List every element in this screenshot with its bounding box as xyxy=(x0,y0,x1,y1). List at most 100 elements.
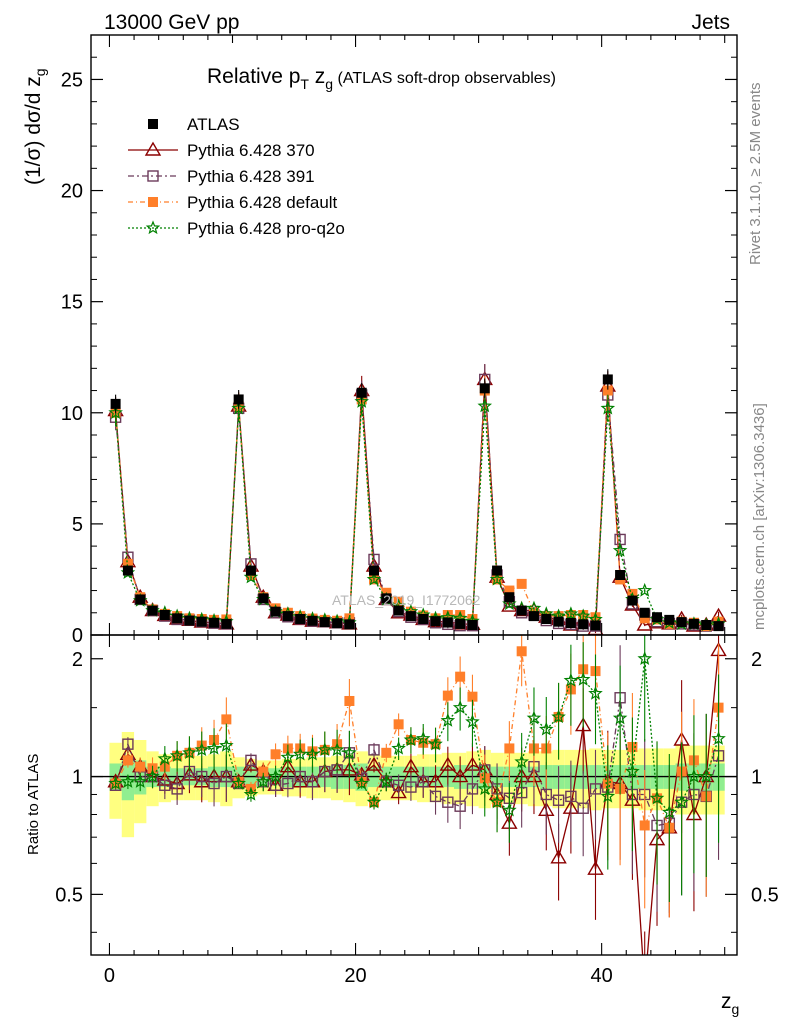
y-tick-label: 10 xyxy=(61,403,83,425)
ratio-point xyxy=(255,774,271,788)
legend: ATLAS Pythia 6.428 370 Pythia 6.428 391 Pyt… xyxy=(128,115,345,238)
rivet-label: Rivet 3.1.10, ≥ 2.5M events xyxy=(747,83,764,266)
data-point xyxy=(553,616,564,627)
main-series-layer xyxy=(107,364,727,635)
data-point xyxy=(122,558,133,569)
data-point xyxy=(108,405,123,419)
data-point xyxy=(701,620,712,630)
ratio-point xyxy=(429,790,442,803)
data-point xyxy=(122,565,133,576)
analysis-watermark: ATLAS_2019_I1772062 xyxy=(332,592,481,608)
ratio-point xyxy=(526,710,542,725)
ratio-point xyxy=(268,768,283,783)
ratio-point xyxy=(403,732,419,747)
ratio-point xyxy=(649,790,665,805)
ratio-point xyxy=(381,747,392,758)
data-point xyxy=(713,621,724,632)
data-point xyxy=(196,616,207,627)
ratio-series-pythia-6-428-pro-q2o xyxy=(108,635,726,903)
axis-ticks: 0 5 10 15 20 25 0 20 40 0.5 0.5 1 1 2 2 xyxy=(55,34,779,987)
data-point xyxy=(366,571,382,586)
data-point xyxy=(541,614,552,624)
data-point xyxy=(442,617,453,628)
data-point xyxy=(368,553,380,566)
ratio-point xyxy=(439,756,457,771)
ratio-series-pythia-6-428-370 xyxy=(107,635,727,992)
legend-marker xyxy=(148,197,158,207)
ratio-point xyxy=(625,763,640,778)
data-point xyxy=(307,615,318,626)
ratio-point xyxy=(502,802,517,817)
ratio-point xyxy=(282,777,294,790)
ratio-point xyxy=(711,730,726,745)
legend-entry: ATLAS xyxy=(148,115,240,134)
data-point xyxy=(110,398,121,409)
ratio-point xyxy=(182,745,197,760)
x-axis-label: zg xyxy=(721,990,739,1017)
x-tick-label: 0 xyxy=(104,965,115,987)
data-point xyxy=(295,614,306,624)
ratio-point xyxy=(135,761,146,772)
legend-label: Pythia 6.428 default xyxy=(187,193,338,212)
ratio-point xyxy=(108,775,123,790)
legend-marker xyxy=(144,141,162,156)
ratio-point xyxy=(698,768,714,783)
ratio-point xyxy=(122,738,134,750)
data-point xyxy=(381,593,392,604)
ratio-point xyxy=(638,980,652,992)
ratio-point xyxy=(354,775,369,790)
ratio-point xyxy=(194,742,210,757)
legend-label: ATLAS xyxy=(187,115,240,134)
ratio-point xyxy=(245,754,257,767)
data-point xyxy=(405,611,416,622)
ratio-point xyxy=(440,712,456,727)
ratio-point xyxy=(270,749,281,760)
ratio-point xyxy=(258,766,269,777)
ratio-point xyxy=(574,717,592,732)
ratio-point xyxy=(516,646,527,657)
ratio-point xyxy=(612,710,628,725)
ratio-point xyxy=(514,754,529,769)
data-point xyxy=(489,571,505,586)
ratio-point xyxy=(379,774,394,788)
ratio-point xyxy=(465,714,480,729)
ratio-point xyxy=(467,691,478,702)
data-point xyxy=(209,617,220,628)
data-point xyxy=(516,578,527,589)
ratio-point xyxy=(242,756,260,771)
x-tick-label: 20 xyxy=(344,965,366,987)
ratio-point xyxy=(637,651,652,665)
ratio-point xyxy=(368,744,380,756)
ratio-point xyxy=(552,794,565,806)
data-point xyxy=(332,618,343,629)
data-point xyxy=(676,617,687,628)
ratio-point xyxy=(294,770,306,783)
ratio-point xyxy=(157,751,173,766)
legend-marker xyxy=(147,170,159,182)
data-point xyxy=(231,400,246,415)
ratio-y-axis-label: Ratio to ATLAS xyxy=(25,754,42,855)
ratio-point xyxy=(317,742,333,757)
ratio-series-layer xyxy=(107,635,727,992)
data-point xyxy=(479,383,490,394)
ratio-point xyxy=(565,790,577,803)
ratio-point xyxy=(390,784,407,799)
y-tick-label: 0 xyxy=(72,625,83,647)
y-tick-label: 25 xyxy=(61,69,83,91)
data-point xyxy=(245,565,256,576)
ratio-point xyxy=(428,736,443,751)
data-point xyxy=(319,617,330,628)
ratio-point xyxy=(600,788,616,803)
ratio-point xyxy=(305,746,320,761)
data-point xyxy=(563,606,579,621)
ratio-point xyxy=(221,714,232,725)
ratio-point xyxy=(674,794,689,809)
ratio-point xyxy=(292,746,308,761)
ratio-point xyxy=(306,776,319,788)
legend-entry: Pythia 6.428 391 xyxy=(128,167,315,186)
data-point xyxy=(159,610,170,620)
ratio-point xyxy=(550,849,567,864)
data-point xyxy=(688,618,699,629)
data-point xyxy=(282,611,293,622)
